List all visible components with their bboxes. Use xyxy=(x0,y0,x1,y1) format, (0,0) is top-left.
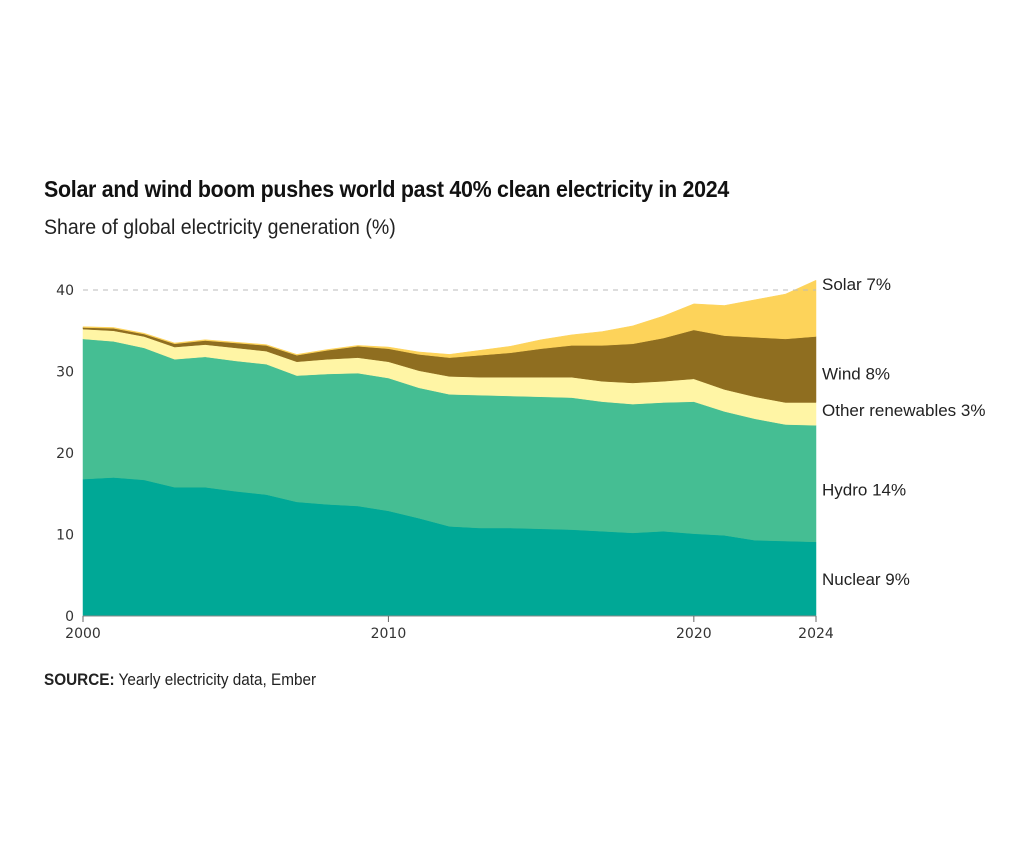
series-label-hydro: Hydro 14% xyxy=(822,481,906,500)
source-note: SOURCE: Yearly electricity data, Ember xyxy=(44,670,316,690)
chart-title: Solar and wind boom pushes world past 40… xyxy=(44,176,730,202)
x-tick-label: 2020 xyxy=(676,626,712,642)
series-label-wind: Wind 8% xyxy=(822,364,890,383)
series-label-nuclear: Nuclear 9% xyxy=(822,570,910,589)
series-labels-group: Nuclear 9% Hydro 14% Other renewables 3% Wi… xyxy=(822,275,985,589)
y-tick-label: 10 xyxy=(56,528,74,544)
chart-subtitle: Share of global electricity generation (… xyxy=(44,216,396,239)
y-tick-label: 20 xyxy=(56,446,74,462)
area-solar xyxy=(82,279,817,358)
areas-group xyxy=(82,279,817,617)
axes-group: 0 10 20 30 40 2000 2010 2020 2024 xyxy=(56,283,834,642)
y-tick-label: 40 xyxy=(56,283,74,299)
x-tick-label: 2000 xyxy=(65,626,101,642)
x-tick-label: 2010 xyxy=(371,626,407,642)
series-label-solar: Solar 7% xyxy=(822,275,891,294)
y-tick-label: 30 xyxy=(56,365,74,381)
series-label-other-renewables: Other renewables 3% xyxy=(822,401,985,420)
source-text: Yearly electricity data, Ember xyxy=(118,670,317,689)
x-tick-label: 2024 xyxy=(798,626,834,642)
y-tick-label: 0 xyxy=(65,609,74,625)
source-label: SOURCE: xyxy=(44,670,115,689)
